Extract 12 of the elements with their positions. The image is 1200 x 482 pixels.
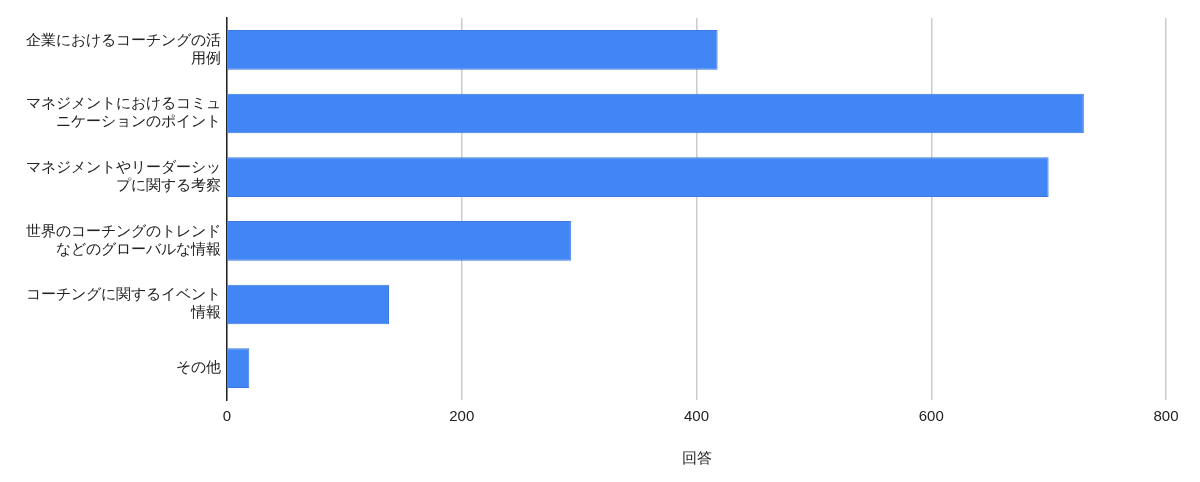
- y-tick-label: 世界のコーチングのトレンドなどのグローバルな情報: [26, 221, 221, 258]
- x-tick-label: 400: [683, 407, 710, 425]
- x-tick-label: 600: [918, 407, 944, 425]
- y-tick-label: コーチングに関するイベント情報: [26, 285, 221, 322]
- y-tick-label: マネジメントにおけるコミュニケーションのポイント: [26, 94, 221, 131]
- y-tick-label: マネジメントやリーダーシップに関する考察: [26, 158, 221, 195]
- y-tick-label: 企業におけるコーチングの活用例: [26, 30, 221, 67]
- y-tick-label: その他: [176, 358, 221, 377]
- x-tick-label: 0: [222, 407, 232, 425]
- x-tick-label: 200: [449, 407, 475, 425]
- x-tick-label: 800: [1153, 407, 1179, 425]
- x-axis-title: 回答: [681, 448, 712, 467]
